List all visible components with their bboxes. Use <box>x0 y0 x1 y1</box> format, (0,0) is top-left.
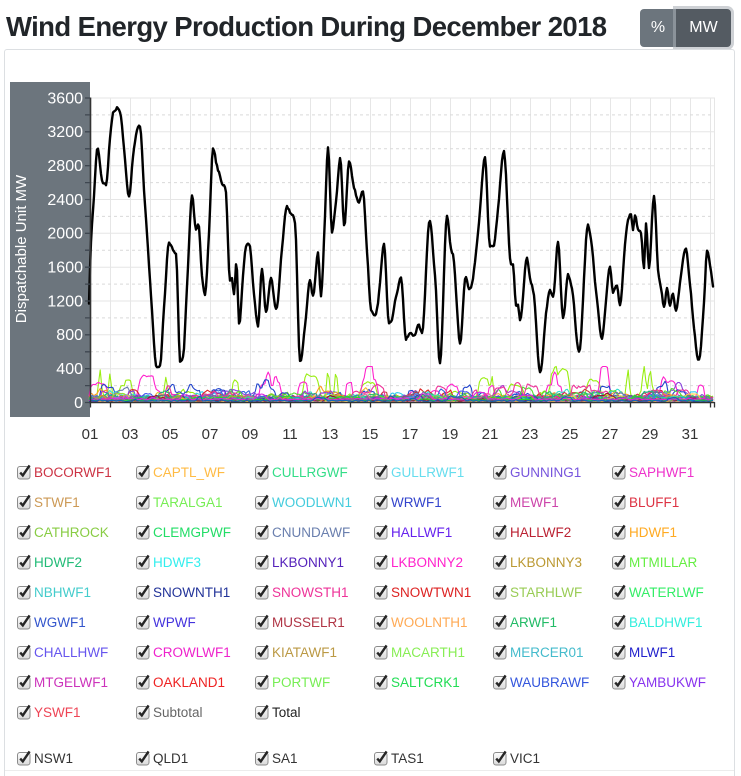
svg-text:01: 01 <box>82 426 99 443</box>
svg-text:23: 23 <box>522 426 539 443</box>
svg-text:1200: 1200 <box>47 293 83 310</box>
svg-text:1600: 1600 <box>47 260 83 277</box>
svg-text:29: 29 <box>642 426 659 443</box>
svg-text:13: 13 <box>322 426 339 443</box>
svg-text:31: 31 <box>682 426 699 443</box>
svg-text:15: 15 <box>362 426 379 443</box>
svg-text:800: 800 <box>56 327 83 344</box>
svg-text:17: 17 <box>402 426 419 443</box>
svg-text:07: 07 <box>202 426 219 443</box>
svg-text:2800: 2800 <box>47 158 83 175</box>
svg-text:3600: 3600 <box>47 90 83 107</box>
svg-text:27: 27 <box>602 426 619 443</box>
svg-text:19: 19 <box>442 426 459 443</box>
svg-text:2000: 2000 <box>47 226 83 243</box>
svg-text:Dispatchable Unit MW: Dispatchable Unit MW <box>13 174 30 323</box>
svg-text:09: 09 <box>242 426 259 443</box>
svg-text:11: 11 <box>282 426 298 443</box>
svg-text:0: 0 <box>74 395 83 412</box>
svg-text:400: 400 <box>56 361 83 378</box>
svg-text:21: 21 <box>482 426 499 443</box>
svg-text:03: 03 <box>122 426 139 443</box>
svg-text:3200: 3200 <box>47 124 83 141</box>
svg-text:2400: 2400 <box>47 192 83 209</box>
svg-text:05: 05 <box>162 426 179 443</box>
svg-text:25: 25 <box>562 426 579 443</box>
